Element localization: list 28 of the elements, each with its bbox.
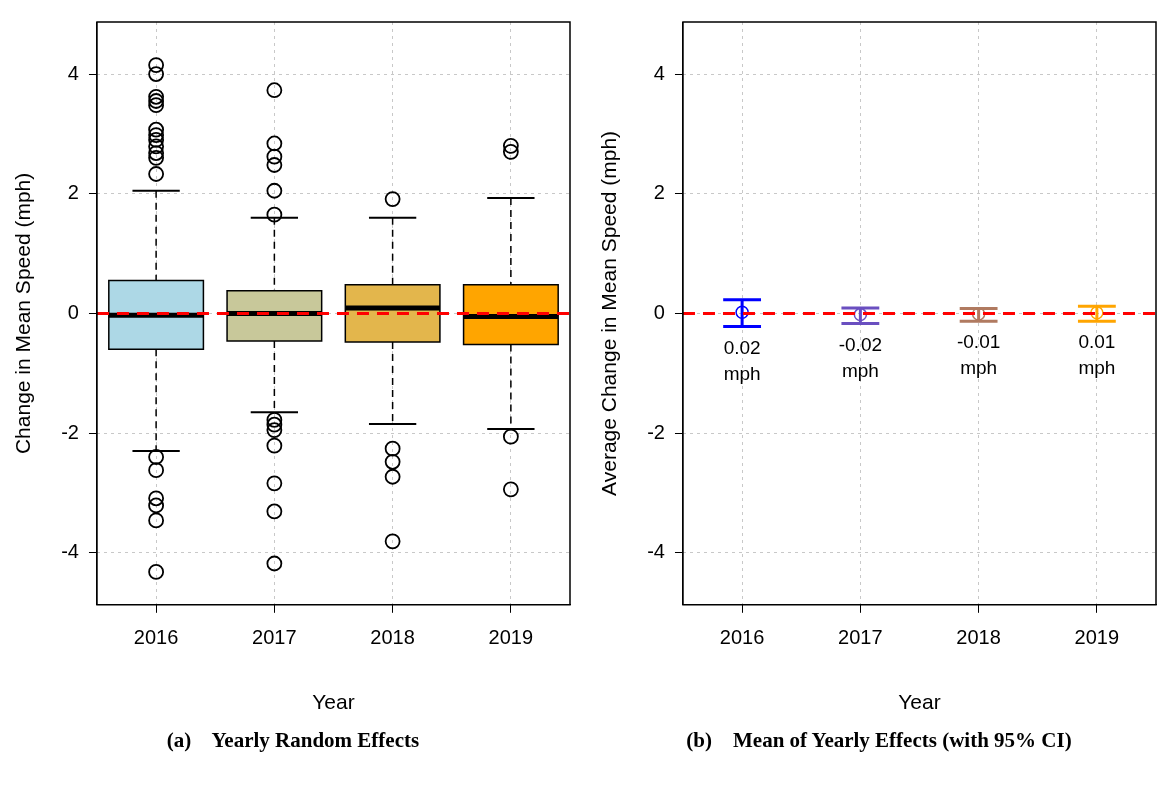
y-tick-label: 0 <box>653 300 665 323</box>
data-label: -0.01 mph <box>956 331 1001 379</box>
text: (a) Yearly Random Effects <box>165 728 421 753</box>
data-label: -0.02 mph <box>838 333 883 381</box>
y-tick-label: 4 <box>67 61 79 84</box>
y-tick-label: 4 <box>653 61 665 84</box>
x-tick-label: 2018 <box>956 626 1001 649</box>
y-tick-label: 2 <box>67 181 79 204</box>
x-axis-title: Year <box>898 690 941 714</box>
x-tick-label: 2016 <box>133 626 179 649</box>
text: (b) Mean of Yearly Effects (with 95% CI) <box>685 728 1073 753</box>
y-tick-label: -2 <box>61 420 79 443</box>
y-tick-label: 2 <box>653 181 665 204</box>
x-tick-label: 2018 <box>370 626 415 649</box>
y-tick-label: -2 <box>647 420 665 443</box>
x-tick-label: 2017 <box>252 626 297 649</box>
data-label: 0.01 mph <box>1078 331 1116 379</box>
x-tick-label: 2019 <box>1074 626 1120 649</box>
y-tick-label: 0 <box>67 300 79 323</box>
y-axis-title: Average Change in Mean Speed (mph) <box>597 130 621 496</box>
x-tick-label: 2016 <box>719 626 765 649</box>
y-tick-label: -4 <box>647 540 665 563</box>
x-tick-label: 2017 <box>838 626 883 649</box>
data-label: 0.02 mph <box>723 336 761 384</box>
x-tick-label: 2019 <box>488 626 534 649</box>
y-axis-title: Change in Mean Speed (mph) <box>11 172 35 455</box>
y-tick-label: -4 <box>61 540 79 563</box>
x-axis-title: Year <box>312 690 355 714</box>
